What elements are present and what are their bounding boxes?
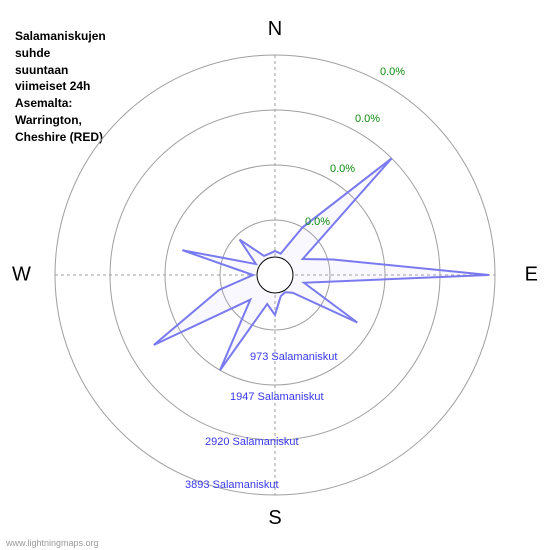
ring-count-label: 2920 Salamaniskut bbox=[205, 436, 299, 448]
polar-chart: 0.0% 0.0% 0.0% 0.0% 973 Salamaniskut 1947 Sa… bbox=[0, 0, 550, 550]
ring-pct-label: 0.0% bbox=[305, 216, 330, 228]
footer-credit: www.lightningmaps.org bbox=[6, 538, 99, 548]
ring-count-label: 1947 Salamaniskut bbox=[230, 391, 324, 403]
ring-pct-label: 0.0% bbox=[330, 163, 355, 175]
ring-count-label: 3893 Salamaniskut bbox=[185, 479, 279, 491]
ring-pct-label: 0.0% bbox=[380, 66, 405, 78]
ring-count-label: 973 Salamaniskut bbox=[250, 351, 337, 363]
rose-polygon bbox=[154, 158, 489, 370]
ring-pct-label: 0.0% bbox=[355, 113, 380, 125]
